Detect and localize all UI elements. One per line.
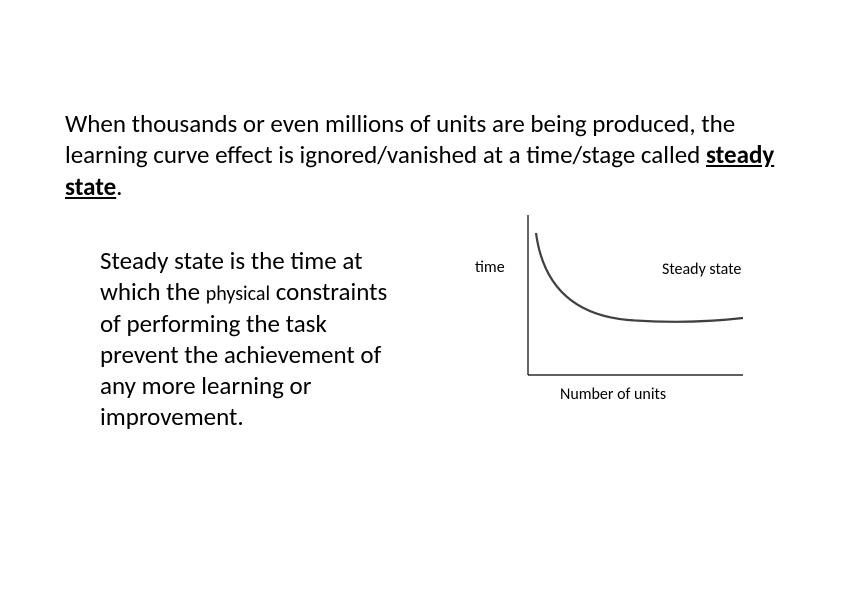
chart-svg bbox=[518, 215, 758, 380]
learning-curve-chart: time Steady state Number of units bbox=[470, 210, 790, 430]
y-axis-label: time bbox=[475, 258, 505, 277]
left-text-small: physical bbox=[206, 282, 270, 306]
main-text-pre: When thousands or even millions of units… bbox=[65, 108, 735, 170]
main-paragraph: When thousands or even millions of units… bbox=[65, 108, 785, 202]
curve-label: Steady state bbox=[662, 260, 741, 279]
left-paragraph: Steady state is the time at which the ph… bbox=[100, 245, 410, 433]
main-text-post: . bbox=[116, 171, 122, 202]
x-axis-label: Number of units bbox=[560, 385, 666, 404]
